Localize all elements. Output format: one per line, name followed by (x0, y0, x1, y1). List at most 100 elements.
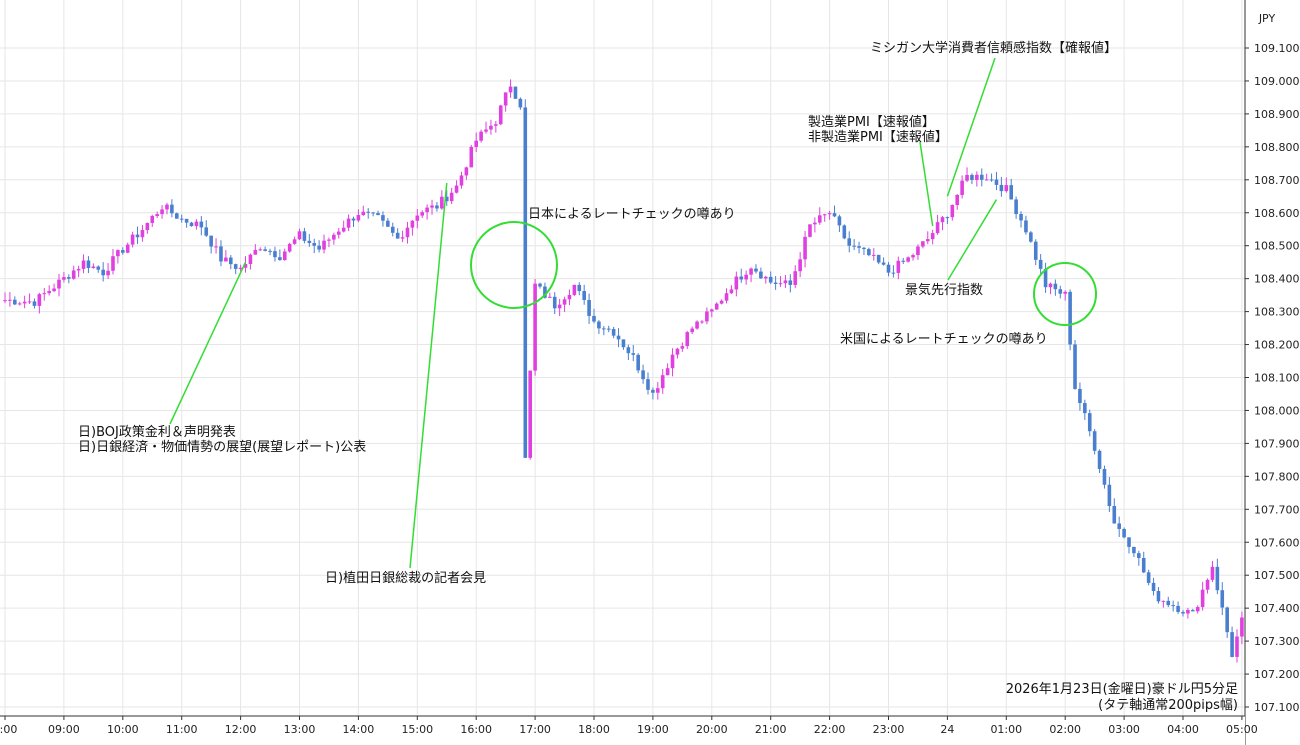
candle-body (626, 347, 631, 354)
candle-body (999, 184, 1004, 192)
x-tick-label: 05:00 (1226, 723, 1258, 736)
candle-body (1107, 484, 1112, 506)
candle-body (1235, 636, 1239, 657)
candle-body (665, 368, 670, 376)
candle-body (17, 303, 22, 305)
candle-body (179, 218, 184, 220)
event-leader-line (947, 199, 998, 281)
candle-body (656, 388, 660, 393)
event-leader-line (169, 261, 247, 425)
y-tick-label: 109.000 (1254, 75, 1300, 88)
candle-body (567, 294, 572, 300)
candle-body (1176, 605, 1180, 612)
candle-body (965, 174, 969, 181)
candle-body (1191, 610, 1195, 612)
candle-body (955, 194, 960, 205)
candle-body (857, 246, 861, 248)
candles (3, 79, 1244, 663)
candle-body (214, 246, 218, 248)
candle-body (582, 291, 586, 300)
annotation-label: 製造業PMI【速報値】 (808, 114, 935, 130)
candle-body (356, 215, 361, 221)
candle-body (101, 269, 105, 276)
candle-body (876, 254, 881, 263)
candle-body (1009, 185, 1014, 200)
candle-body (744, 274, 748, 280)
candle-body (258, 249, 263, 251)
candle-body (552, 296, 557, 309)
candle-body (832, 213, 837, 217)
candle-body (204, 227, 209, 236)
candle-body (994, 179, 999, 185)
candle-body (67, 277, 71, 279)
candle-body (435, 205, 439, 209)
x-tick-label: 12:00 (225, 723, 257, 736)
candle-body (1132, 546, 1136, 554)
candle-body (228, 257, 233, 265)
candle-body (871, 254, 876, 256)
candle-body (1200, 589, 1205, 608)
candle-body (81, 260, 86, 269)
x-tick-label: 8:00 (0, 723, 17, 736)
candle-body (808, 224, 812, 237)
y-tick-label: 108.100 (1254, 372, 1300, 385)
candle-body (538, 283, 542, 287)
x-tick-label: 23:00 (873, 723, 905, 736)
candle-body (327, 239, 331, 241)
chart-subtitle: (タテ軸通常200pips幅) (1098, 698, 1238, 713)
y-tick-label: 107.800 (1254, 470, 1300, 483)
candle-body (886, 264, 891, 273)
candle-body (1092, 431, 1097, 451)
candle-body (754, 268, 758, 272)
annotation-pmi: 製造業PMI【速報値】非製造業PMI【速報値】 (808, 114, 948, 227)
grid (0, 0, 1245, 716)
candle-body (440, 196, 444, 209)
candle-body (749, 268, 753, 275)
x-tick-label: 18:00 (578, 723, 610, 736)
y-axis-panel (1245, 0, 1300, 745)
candle-body (1181, 611, 1185, 614)
candle-body (606, 328, 611, 330)
candle-body (602, 328, 606, 330)
candle-body (867, 249, 871, 256)
y-tick-label: 107.200 (1254, 668, 1300, 681)
candle-body (238, 267, 243, 269)
candle-body (837, 216, 842, 226)
candle-body (572, 284, 577, 295)
candle-body (1024, 220, 1028, 233)
candle-body (901, 260, 906, 262)
candle-body (361, 211, 366, 216)
candle-body (37, 294, 42, 306)
candle-body (71, 270, 76, 279)
candle-body (86, 260, 91, 269)
candle-body (1166, 600, 1171, 606)
x-tick-label: 16:00 (460, 723, 492, 736)
candle-body (675, 348, 680, 355)
candle-body (533, 283, 537, 371)
candle-body (562, 299, 567, 305)
candle-body (508, 86, 513, 93)
candle-body (695, 321, 699, 329)
candle-body (405, 227, 410, 238)
candle-body (729, 289, 734, 294)
candle-body (1019, 214, 1023, 221)
candle-body (1097, 450, 1102, 469)
x-tick-label: 09:00 (48, 723, 80, 736)
annotation-label: ミシガン大学消費者信頼感指数【確報値】 (870, 40, 1117, 56)
candle-body (1210, 566, 1215, 580)
candle-body (817, 215, 822, 223)
candle-body (543, 286, 547, 298)
candle-body (47, 291, 51, 294)
candle-body (1141, 557, 1146, 573)
candle-body (739, 276, 744, 280)
annotation-michigan: ミシガン大学消費者信頼感指数【確報値】 (870, 40, 1117, 197)
candle-body (1053, 283, 1058, 290)
candle-body (1151, 582, 1156, 592)
candle-body (444, 196, 449, 202)
candle-body (13, 299, 17, 305)
candle-body (896, 260, 901, 273)
candle-body (979, 174, 984, 180)
x-tick-label: 01:00 (990, 723, 1022, 736)
x-tick-label: 17:00 (519, 723, 551, 736)
candle-body (184, 218, 189, 223)
